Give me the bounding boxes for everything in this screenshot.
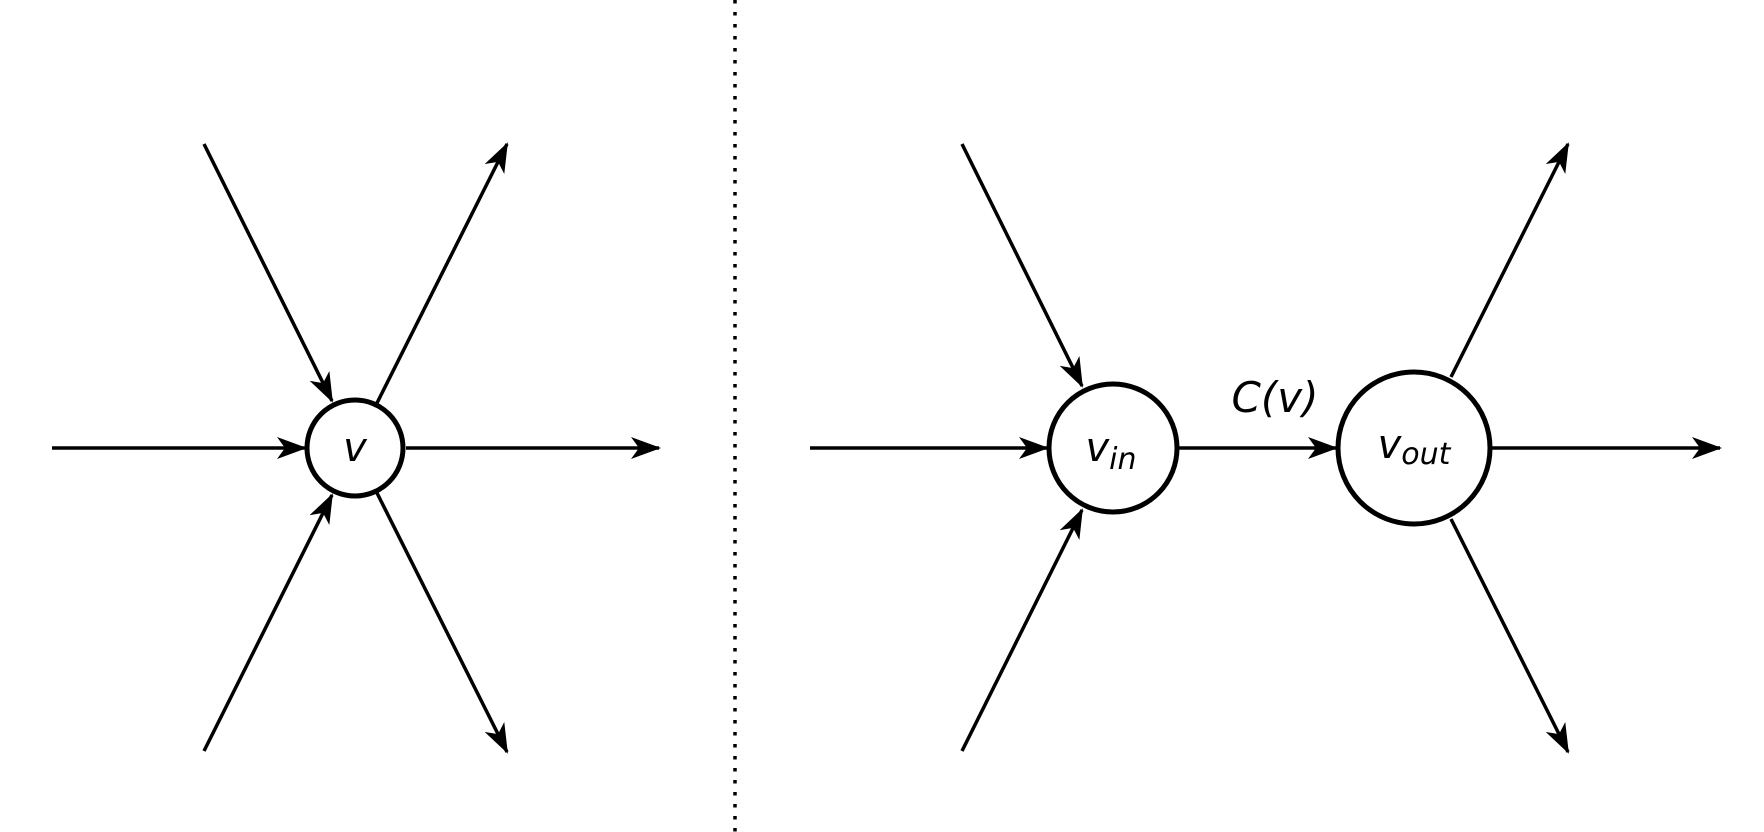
right-panel: C(v) vin vout [810, 142, 1722, 754]
left-outgoing-edge-bottom [375, 492, 509, 754]
split-edge-capacity-label: C(v) [1232, 373, 1319, 422]
node-v-in-main: v [1085, 425, 1110, 471]
right-incoming-edge-top [960, 143, 1084, 388]
node-v-out-subscript: out [1401, 437, 1451, 472]
left-outgoing-edge-top [375, 142, 509, 404]
right-incoming-edge-bottom [960, 508, 1084, 752]
left-panel: v [52, 142, 661, 754]
left-incoming-edge-bottom [202, 493, 334, 752]
node-v [304, 397, 406, 499]
node-v-out [1335, 369, 1493, 527]
right-outgoing-edge-bottom [1449, 518, 1570, 754]
node-v-out-main: v [1378, 422, 1403, 468]
node-v-out-label: vout [1378, 422, 1452, 472]
right-outgoing-edge-top [1449, 142, 1570, 378]
node-v-in-label: vin [1085, 425, 1136, 477]
left-incoming-edge-top [202, 143, 334, 403]
node-v-in-subscript: in [1109, 442, 1136, 477]
node-v-in [1046, 381, 1180, 515]
node-v-label: v [343, 425, 368, 471]
